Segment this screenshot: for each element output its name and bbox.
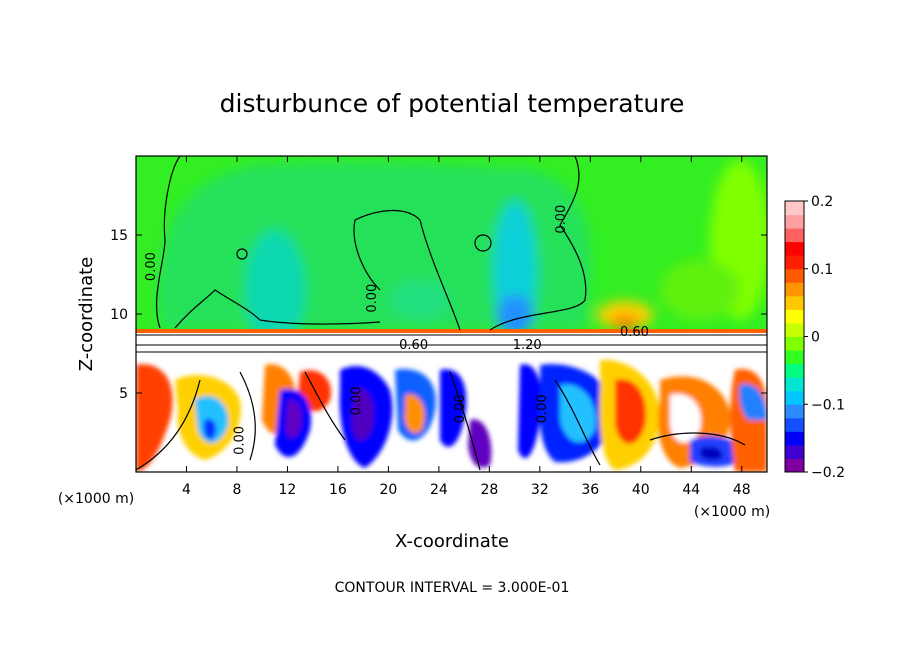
x-tick-label: 36 — [581, 482, 599, 498]
x-axis-label: X-coordinate — [395, 531, 509, 552]
contour-interval-note: CONTOUR INTERVAL = 3.000E-01 — [335, 580, 570, 596]
y-tick-label: 15 — [110, 228, 128, 244]
plot-field — [136, 156, 767, 472]
x-tick-label: 32 — [531, 482, 549, 498]
contour-label: 0.00 — [232, 426, 247, 455]
colorbar-swatch — [785, 309, 804, 324]
colorbar-tick-label: 0.1 — [811, 262, 833, 278]
x-tick-label: 20 — [379, 482, 397, 498]
contour-label: 0.00 — [554, 205, 569, 234]
contour-label: 0.00 — [453, 394, 468, 423]
y-tick-label: 10 — [110, 307, 128, 323]
colorbar-swatch — [785, 322, 804, 337]
chart-title: disturbunce of potential temperature — [220, 89, 685, 118]
colorbar-swatch — [785, 404, 804, 419]
colorbar-swatch — [785, 417, 804, 432]
colorbar-swatch — [785, 201, 804, 216]
contour-labels: 0.00 0.00 0.00 0.00 0.00 0.00 0.00 0.60 1.20 0.60 — [144, 205, 649, 455]
contour-label: 0.00 — [535, 394, 550, 423]
colorbar-swatch — [785, 336, 804, 351]
contour-label: 0.00 — [144, 252, 159, 281]
y-unit-label: (×1000 m) — [58, 491, 134, 507]
contour-label: 1.20 — [513, 338, 542, 353]
colorbar-swatch — [785, 444, 804, 459]
colorbar-tick-label: −0.1 — [811, 397, 845, 413]
x-tick-label: 44 — [682, 482, 700, 498]
colorbar-swatch — [785, 228, 804, 243]
colorbar-swatch — [785, 363, 804, 378]
x-tick-label: 8 — [232, 482, 241, 498]
colorbar-swatch — [785, 255, 804, 270]
x-tick-label: 48 — [733, 482, 751, 498]
x-tick-label: 28 — [480, 482, 498, 498]
colorbar-swatch — [785, 241, 804, 256]
x-axis: 4 8 12 16 20 24 28 32 36 40 44 48 — [182, 156, 751, 498]
colorbar: 0.2 0.1 0 −0.1 −0.2 — [784, 194, 845, 481]
colorbar-swatch — [785, 295, 804, 310]
contour-lines — [136, 156, 746, 471]
colorbar-swatch — [785, 282, 804, 297]
contour-label: 0.60 — [399, 338, 428, 353]
x-tick-label: 12 — [279, 482, 297, 498]
y-axis-label: Z-coordinate — [76, 257, 97, 372]
colorbar-swatch — [785, 214, 804, 229]
colorbar-swatch — [785, 431, 804, 446]
x-tick-label: 40 — [632, 482, 650, 498]
x-tick-label: 24 — [430, 482, 448, 498]
y-tick-label: 5 — [119, 386, 128, 402]
colorbar-swatch — [785, 377, 804, 392]
colorbar-swatch — [785, 390, 804, 405]
y-axis: 5 10 15 — [110, 228, 767, 402]
contour-label: 0.00 — [365, 284, 380, 313]
colorbar-tick-label: 0.2 — [811, 194, 833, 210]
colorbar-tick-label: 0 — [811, 330, 820, 346]
x-tick-label: 4 — [182, 482, 191, 498]
field-lower — [136, 359, 767, 472]
colorbar-swatch — [785, 350, 804, 365]
contour-label: 0.00 — [350, 386, 365, 415]
colorbar-swatch — [785, 268, 804, 283]
contour-label: 0.60 — [620, 325, 649, 340]
colorbar-swatch — [785, 458, 804, 473]
colorbar-tick-label: −0.2 — [811, 465, 845, 481]
x-unit-label: (×1000 m) — [694, 504, 770, 520]
x-tick-label: 16 — [329, 482, 347, 498]
field-upper — [157, 160, 767, 350]
